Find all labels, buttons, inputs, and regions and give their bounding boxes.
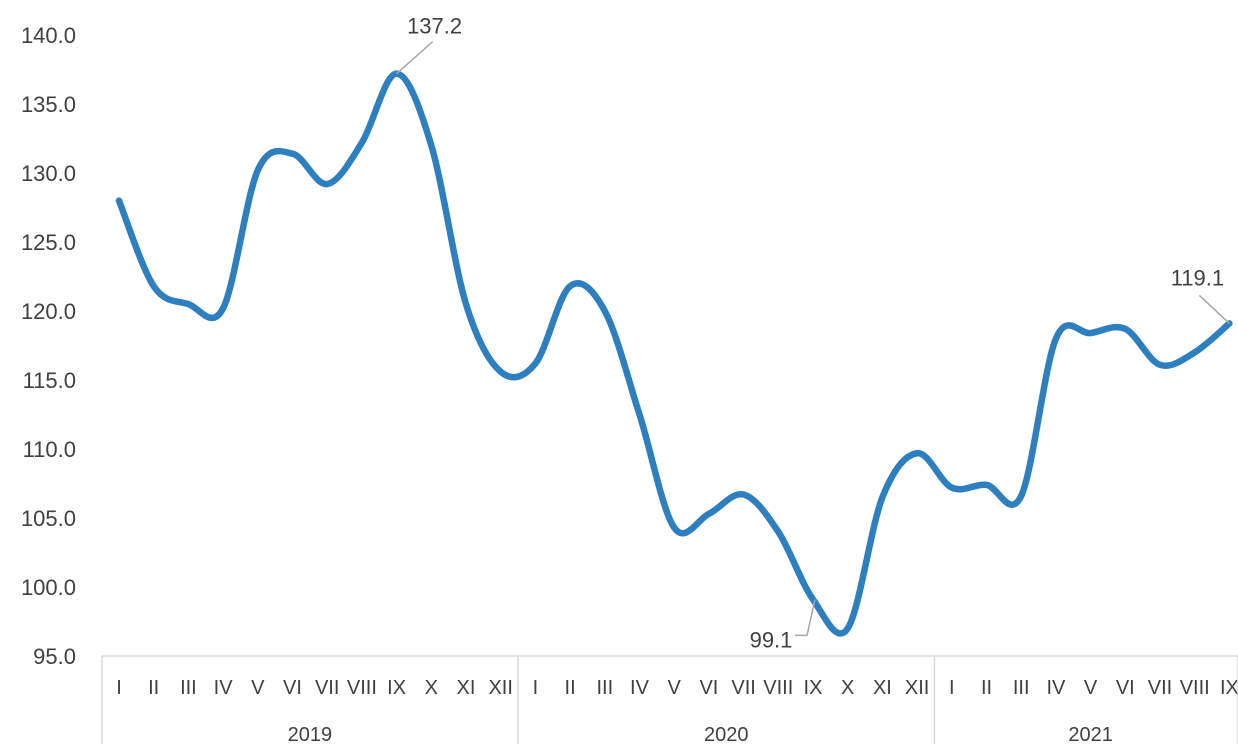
x-tick-label: II: [565, 677, 576, 699]
x-tick-label: XII: [488, 677, 512, 699]
y-tick-label: 110.0: [23, 437, 76, 462]
x-tick-label: III: [1013, 677, 1030, 699]
x-tick-label: VIII: [763, 677, 793, 699]
data-label: 137.2: [407, 14, 462, 39]
y-tick-label: 130.0: [21, 161, 76, 186]
x-tick-label: IX: [804, 677, 823, 699]
x-tick-label: VIII: [347, 677, 377, 699]
x-tick-label: II: [148, 677, 159, 699]
series: [115, 70, 1233, 637]
x-tick-label: V: [668, 677, 682, 699]
year-label: 2021: [1068, 724, 1113, 744]
x-tick-label: V: [1084, 677, 1098, 699]
leader-line: [396, 41, 434, 75]
y-tick-label: 135.0: [21, 92, 76, 117]
x-tick-label: VII: [1148, 677, 1172, 699]
x-tick-label: XII: [905, 677, 929, 699]
x-tick-label: VII: [731, 677, 755, 699]
x-tick-label: IX: [387, 677, 406, 699]
y-tick-label: 105.0: [21, 506, 76, 531]
data-label: 119.1: [1171, 265, 1224, 290]
x-tick-label: IV: [1046, 677, 1066, 699]
x-tick-label: III: [180, 677, 197, 699]
x-tick-label: VI: [699, 677, 718, 699]
x-tick-label: XI: [457, 677, 476, 699]
x-tick-label: IX: [1220, 677, 1238, 699]
y-tick-label: 100.0: [21, 575, 76, 600]
x-tick-label: VI: [1116, 677, 1135, 699]
leader-line: [795, 599, 816, 637]
x-tick-label: IV: [214, 677, 234, 699]
leader-line: [1198, 294, 1230, 324]
y-tick-label: 120.0: [21, 299, 76, 324]
year-label: 2019: [288, 724, 333, 744]
x-tick-label: X: [841, 677, 854, 699]
x-tick-label: XI: [873, 677, 892, 699]
series-line: [115, 70, 1233, 637]
data-label: 99.1: [750, 627, 793, 652]
y-tick-label: 140.0: [21, 23, 76, 48]
x-tick-label: I: [949, 677, 955, 699]
y-tick-label: 115.0: [23, 368, 76, 393]
x-tick-label: II: [981, 677, 992, 699]
y-tick-label: 95.0: [33, 644, 76, 669]
x-tick-label: VI: [283, 677, 302, 699]
year-label: 2020: [704, 724, 749, 744]
data-labels: 137.2 99.1 119.1: [396, 14, 1230, 652]
x-tick-label: VII: [315, 677, 339, 699]
x-tick-label: V: [251, 677, 265, 699]
x-tick-label: III: [596, 677, 613, 699]
x-tick-label: I: [116, 677, 122, 699]
x-tick-label: X: [425, 677, 438, 699]
y-tick-label: 125.0: [21, 230, 76, 255]
y-axis: 95.0 100.0 105.0 110.0 115.0 120.0 125.0 130.0 1…: [21, 23, 76, 669]
x-tick-label: VIII: [1180, 677, 1210, 699]
x-tick-label: IV: [630, 677, 650, 699]
x-tick-label: I: [533, 677, 539, 699]
